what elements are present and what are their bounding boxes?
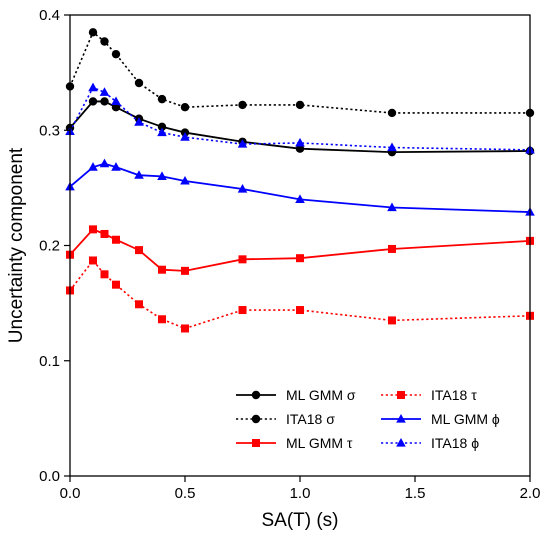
- data-point: [157, 94, 167, 104]
- legend-label: ITA18 ϕ: [431, 435, 479, 451]
- data-point: [111, 162, 121, 171]
- x-tick-label: 1.5: [405, 485, 426, 502]
- legend-marker: [251, 414, 261, 424]
- legend-label: ITA18 τ: [431, 387, 477, 403]
- data-point: [88, 28, 98, 37]
- legend-marker: [396, 438, 406, 447]
- data-point: [295, 137, 305, 147]
- legend-marker: [251, 390, 261, 400]
- series-3: [66, 256, 534, 333]
- x-tick-label: 0.0: [60, 485, 81, 502]
- data-point: [89, 256, 97, 265]
- y-axis-title: Uncertainty component: [6, 147, 27, 343]
- legend-marker: [396, 414, 406, 423]
- data-point: [295, 194, 305, 203]
- legend-item-4: ML GMM ϕ: [381, 411, 500, 427]
- data-point: [157, 171, 167, 180]
- series-line: [69, 259, 531, 330]
- data-point: [387, 202, 397, 212]
- y-tick-label: 0.0: [39, 468, 60, 485]
- data-point: [181, 324, 189, 333]
- data-point: [158, 315, 166, 324]
- data-point: [100, 270, 109, 279]
- data-point: [111, 103, 121, 112]
- data-point: [88, 97, 98, 106]
- data-point: [99, 158, 110, 168]
- legend-item-1: ITA18 σ: [236, 411, 335, 427]
- legend-item-0: ML GMM σ: [236, 387, 356, 403]
- series-1: [65, 28, 535, 118]
- data-point: [180, 132, 190, 141]
- series-5: [65, 82, 535, 154]
- legend-marker: [397, 391, 405, 399]
- data-point: [157, 127, 167, 137]
- data-point: [237, 184, 248, 193]
- x-tick-label: 0.5: [175, 485, 196, 502]
- series-4: [65, 158, 535, 216]
- data-point: [134, 117, 144, 126]
- data-point: [181, 266, 189, 275]
- data-point: [112, 235, 120, 244]
- x-tick-label: 1.0: [290, 485, 311, 502]
- data-point: [88, 82, 98, 92]
- x-axis-title: SA(T) (s): [261, 510, 338, 531]
- data-point: [180, 175, 190, 185]
- data-point: [135, 300, 143, 309]
- x-tick-label: 2.0: [520, 485, 541, 502]
- y-tick-label: 0.1: [39, 353, 60, 370]
- data-point: [89, 225, 97, 234]
- y-tick-label: 0.4: [39, 7, 60, 24]
- data-point: [100, 37, 109, 46]
- data-point: [180, 103, 190, 112]
- data-point: [296, 306, 304, 315]
- legend-marker: [252, 439, 260, 447]
- series-2: [66, 225, 534, 275]
- data-point: [157, 122, 167, 131]
- data-point: [100, 229, 109, 238]
- data-point: [387, 108, 397, 118]
- data-point: [237, 139, 248, 148]
- legend: ML GMM σ ITA18 τ ITA18 σ ML GMM ϕ ML GMM τ IT…: [236, 387, 500, 451]
- data-point: [238, 100, 247, 110]
- legend-label: ML GMM σ: [286, 387, 356, 403]
- data-point: [387, 142, 397, 152]
- data-point: [134, 170, 144, 179]
- data-point: [134, 78, 144, 88]
- series-line: [69, 86, 531, 151]
- data-point: [100, 97, 109, 106]
- data-point: [296, 254, 304, 263]
- data-point: [238, 255, 247, 264]
- y-tick-label: 0.2: [39, 238, 60, 255]
- data-point: [99, 87, 110, 96]
- legend-item-3: ITA18 τ: [381, 387, 477, 403]
- data-point: [111, 96, 121, 106]
- data-point: [111, 49, 121, 59]
- data-point: [388, 316, 396, 325]
- data-point: [238, 306, 247, 315]
- data-point: [295, 144, 305, 153]
- data-point: [112, 280, 120, 289]
- legend-label: ML GMM τ: [286, 435, 353, 451]
- legend-label: ITA18 σ: [286, 411, 335, 427]
- data-point: [295, 100, 305, 110]
- data-point: [388, 244, 396, 253]
- data-point: [135, 246, 143, 255]
- legend-label: ML GMM ϕ: [431, 411, 500, 427]
- y-tick-label: 0.3: [39, 122, 60, 139]
- data-point: [158, 265, 166, 274]
- ticks-layer: 0.0 0.5 1.0 1.5 2.0 0.0 0.1 0.2 0.3 0.4: [39, 7, 540, 502]
- data-point: [88, 162, 98, 171]
- legend-item-2: ML GMM τ: [236, 435, 353, 451]
- legend-item-5: ITA18 ϕ: [381, 435, 479, 451]
- series-layer: [65, 28, 535, 333]
